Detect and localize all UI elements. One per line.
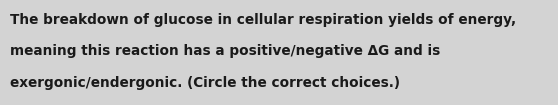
Text: meaning this reaction has a positive/negative ΔG and is: meaning this reaction has a positive/neg… <box>10 44 440 58</box>
Text: The breakdown of glucose in cellular respiration yields of energy,: The breakdown of glucose in cellular res… <box>10 13 516 27</box>
Text: exergonic/endergonic. (Circle the correct choices.): exergonic/endergonic. (Circle the correc… <box>10 76 400 90</box>
